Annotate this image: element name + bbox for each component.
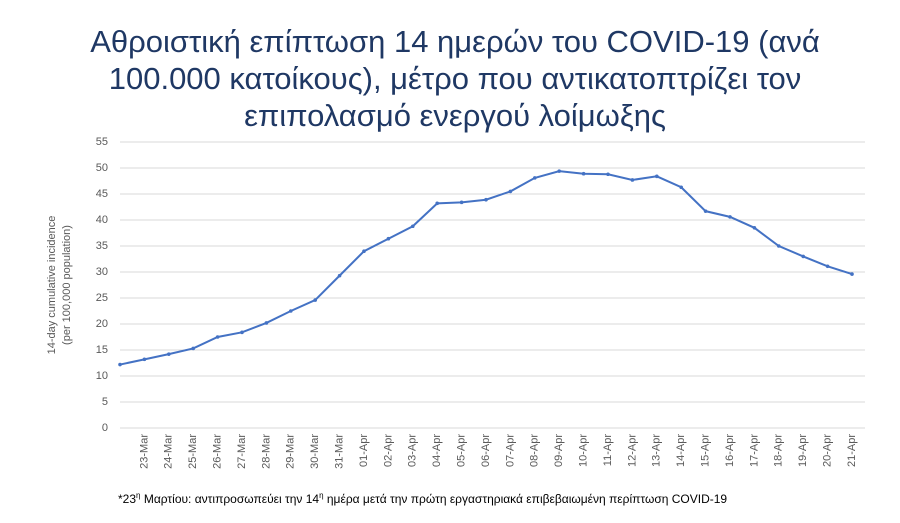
x-tick-label: 06-Apr [480,434,492,467]
point [362,249,366,253]
x-tick-label: 15-Apr [700,434,712,467]
y-tick-label: 50 [96,162,108,174]
x-tick-label: 07-Apr [504,434,516,467]
y-tick-label: 45 [96,188,108,200]
x-tick-label: 13-Apr [651,434,663,467]
point [386,236,391,241]
x-tick-label: 05-Apr [456,434,468,467]
point [167,352,171,356]
footnote-part: *23 [118,492,136,506]
y-tick-label: 40 [96,214,108,226]
y-tick-label: 15 [96,344,108,356]
x-tick-label: 09-Apr [553,434,565,467]
point [508,189,513,194]
point [337,273,342,278]
x-tick-label: 19-Apr [797,434,809,467]
x-tick-label: 17-Apr [748,434,760,467]
x-tick-label: 24-Mar [163,434,175,469]
y-axis-label: (per 100,000 population) [61,225,73,345]
point [801,254,805,259]
y-tick-label: 35 [96,240,108,252]
point [313,298,318,302]
point [728,215,732,219]
point [825,264,830,269]
x-tick-label: 18-Apr [773,434,785,467]
y-tick-label: 30 [96,266,108,278]
point [703,209,708,213]
y-tick-label: 55 [96,136,108,148]
point [752,226,757,230]
point [459,200,464,205]
point [191,346,195,351]
x-tick-label: 28-Mar [260,434,272,469]
point [630,178,635,182]
point [435,201,440,206]
y-tick-label: 25 [96,292,108,304]
point [142,357,147,362]
x-tick-label: 14-Apr [675,434,687,467]
x-tick-label: 29-Mar [285,434,297,469]
x-tick-label: 30-Mar [309,434,321,469]
x-tick-label: 21-Apr [846,434,858,467]
point [118,362,122,367]
x-tick-label: 03-Apr [407,434,419,467]
title-line: επιπολασμό ενεργού λοίμωξης [244,98,666,133]
x-tick-label: 08-Apr [529,434,541,467]
x-tick-label: 01-Apr [358,434,370,467]
x-tick-label: 27-Mar [236,434,248,469]
point [557,169,561,173]
point [215,335,220,339]
x-tick-label: 20-Apr [822,434,834,467]
x-tick-label: 23-Mar [138,434,150,469]
x-tick-label: 26-Mar [212,434,224,469]
footnote-part: η [319,491,323,500]
y-tick-label: 10 [96,370,108,382]
footnote-part: Μαρτίου: αντιπροσωπεύει την 14 [140,492,319,506]
y-tick-label: 0 [102,422,108,434]
y-tick-label: 20 [96,318,108,330]
x-tick-label: 11-Apr [602,434,614,467]
point [240,330,244,335]
point [679,185,683,190]
point [264,321,269,325]
point [533,176,537,180]
y-axis-label: 14-day cumulative incidence [46,216,58,355]
point [777,244,781,248]
x-tick-label: 25-Mar [187,434,199,469]
footnote: *23η Μαρτίου: αντιπροσωπεύει την 14η ημέ… [118,491,727,507]
footnote-part: ημέρα μετά την πρώτη εργαστηριακά επιβεβ… [324,492,728,506]
x-tick-label: 16-Apr [724,434,736,467]
x-tick-label: 02-Apr [382,434,394,467]
x-tick-label: 10-Apr [578,434,590,467]
x-tick-label: 31-Mar [334,434,346,469]
point [581,171,586,176]
title-line: Αθροιστική επίπτωση 14 ημερών του COVID-… [90,24,820,59]
point [484,197,488,202]
point [289,309,293,313]
point [411,224,415,229]
title-line: 100.000 κατοίκους), μέτρο που αντικατοπτ… [109,61,802,96]
point [606,172,610,177]
point [655,174,659,179]
footnote-part: η [136,491,140,500]
y-tick-label: 5 [102,396,108,408]
x-tick-label: 04-Apr [431,434,443,467]
x-tick-label: 12-Apr [626,434,638,467]
point [850,272,854,276]
